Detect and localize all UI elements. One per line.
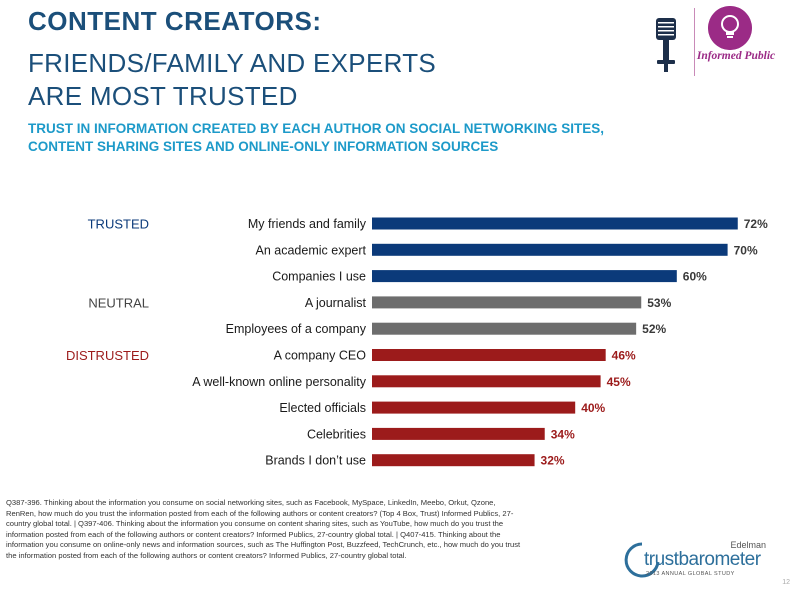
category-label: Elected officials [279, 401, 366, 415]
bar [372, 401, 576, 414]
group-label-neutral: NEUTRAL [88, 295, 149, 310]
bar [372, 349, 606, 361]
bar [372, 296, 642, 309]
category-label: Employees of a company [226, 322, 367, 336]
category-label: My friends and family [248, 217, 367, 231]
value-label: 53% [647, 296, 671, 310]
footnote: Q387-396. Thinking about the information… [6, 498, 521, 560]
category-label: A well-known online personality [192, 375, 366, 389]
category-label: Companies I use [272, 270, 366, 284]
category-label: A journalist [305, 296, 367, 310]
bar [372, 454, 535, 467]
value-label: 34% [551, 427, 575, 441]
value-label: 45% [607, 375, 631, 389]
group-label-trusted: TRUSTED [88, 217, 149, 232]
lightbulb-icon [708, 6, 752, 50]
bar [372, 217, 738, 230]
category-label: An academic expert [256, 243, 367, 257]
title-line-1: CONTENT CREATORS: [28, 6, 322, 36]
bar [372, 427, 545, 440]
value-label: 40% [581, 401, 605, 415]
brand-tagline: 2013 ANNUAL GLOBAL STUDY [646, 571, 735, 577]
title-line-2: FRIENDS/FAMILY AND EXPERTS [28, 48, 437, 78]
informed-public-label: Informed Public [696, 50, 776, 62]
category-label: Celebrities [307, 427, 366, 441]
page-number: 12 [782, 579, 790, 586]
group-label-distrusted: DISTRUSTED [66, 348, 149, 363]
bar [372, 322, 637, 335]
microphone-icon [656, 18, 676, 72]
value-label: 52% [642, 322, 666, 336]
title-line-3: ARE MOST TRUSTED [28, 81, 298, 111]
brand-company: Edelman [730, 540, 766, 550]
value-label: 32% [541, 454, 565, 468]
informed-public-badge: Informed Public [646, 6, 776, 78]
badge-divider [694, 8, 695, 76]
bar [372, 375, 601, 388]
value-label: 60% [683, 270, 707, 284]
category-label: A company CEO [274, 349, 367, 363]
trust-bar-chart: My friends and family 72% An academic expe… [66, 217, 768, 468]
chart-subtitle: TRUST IN INFORMATION CREATED BY EACH AUT… [28, 121, 605, 154]
globe-arc-icon [624, 542, 660, 578]
bar [372, 243, 728, 256]
edelman-trustbarometer-logo: Edelman trustbarometer 2013 ANNUAL GLOBA… [622, 540, 772, 580]
value-label: 46% [612, 349, 636, 363]
value-label: 70% [734, 243, 758, 257]
bar [372, 270, 677, 283]
brand-product: trustbarometer [644, 549, 761, 570]
value-label: 72% [744, 217, 768, 231]
category-label: Brands I don’t use [265, 454, 366, 468]
